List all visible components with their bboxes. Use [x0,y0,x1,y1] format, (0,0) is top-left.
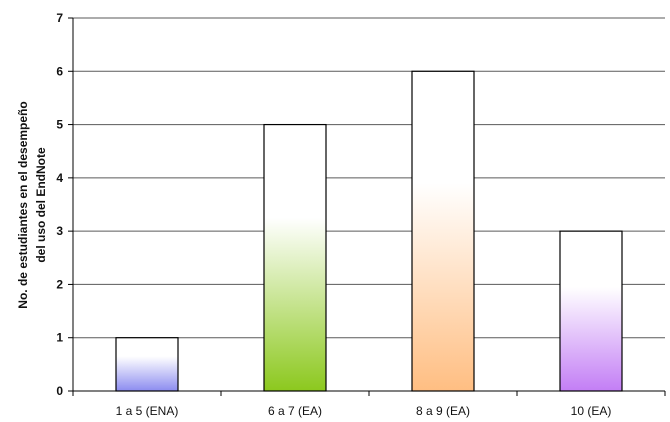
bar [263,123,327,392]
bar [411,70,475,392]
y-axis-title: No. de estudiantes en el desempeño del u… [16,101,48,308]
x-category-label: 1 a 5 (ENA) [116,404,179,418]
bars [115,70,623,392]
y-axis-ticks: 0 1 2 3 4 5 6 7 [56,11,73,398]
x-category-label: 10 (EA) [571,404,612,418]
y-tick-label: 2 [56,277,63,291]
y-axis-title-line-1: No. de estudiantes en el desempeño [16,101,30,308]
y-tick-label: 4 [56,171,63,185]
bar [115,337,179,392]
x-category-label: 6 a 7 (EA) [268,404,322,418]
y-axis-title-line-2: del uso del EndNote [34,147,48,263]
y-tick-label: 6 [56,64,63,78]
y-tick-label: 7 [56,11,63,25]
y-tick-label: 1 [56,331,63,345]
gridlines [73,17,665,339]
x-category-label: 8 a 9 (EA) [416,404,470,418]
y-tick-label: 3 [56,224,63,238]
bar [559,230,623,392]
y-tick-label: 0 [56,384,63,398]
x-axis-ticks [72,391,666,396]
x-axis-labels: 1 a 5 (ENA) 6 a 7 (EA) 8 a 9 (EA) 10 (EA) [116,404,612,418]
y-tick-label: 5 [56,118,63,132]
